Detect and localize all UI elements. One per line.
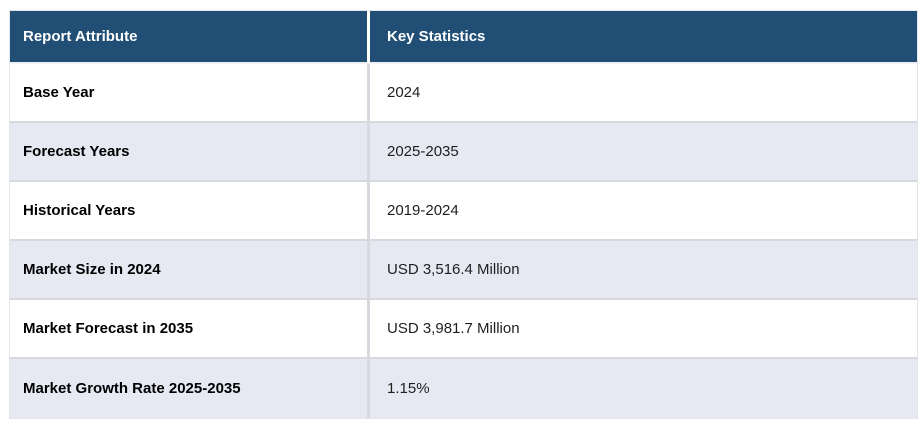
value-cell: USD 3,981.7 Million	[370, 300, 917, 359]
table-row-market-size-2024: Market Size in 2024 USD 3,516.4 Million	[10, 241, 917, 300]
column-header-report-attribute: Report Attribute	[10, 11, 370, 64]
table-row-forecast-years: Forecast Years 2025-2035	[10, 123, 917, 182]
value-cell: 1.15%	[370, 359, 917, 418]
table-row-market-forecast-2035: Market Forecast in 2035 USD 3,981.7 Mill…	[10, 300, 917, 359]
attribute-cell: Base Year	[10, 64, 370, 123]
table-row-base-year: Base Year 2024	[10, 64, 917, 123]
table-row-historical-years: Historical Years 2019-2024	[10, 182, 917, 241]
value-cell: 2019-2024	[370, 182, 917, 241]
table-body: Base Year 2024 Forecast Years 2025-2035 …	[10, 64, 917, 418]
attribute-cell: Market Forecast in 2035	[10, 300, 370, 359]
value-cell: 2025-2035	[370, 123, 917, 182]
attribute-cell: Forecast Years	[10, 123, 370, 182]
header-row: Report Attribute Key Statistics	[10, 11, 917, 64]
attribute-cell: Market Growth Rate 2025-2035	[10, 359, 370, 418]
table-row-market-growth-rate: Market Growth Rate 2025-2035 1.15%	[10, 359, 917, 418]
value-cell: USD 3,516.4 Million	[370, 241, 917, 300]
column-header-key-statistics: Key Statistics	[370, 11, 917, 64]
attribute-cell: Market Size in 2024	[10, 241, 370, 300]
report-statistics-table: Report Attribute Key Statistics Base Yea…	[9, 10, 918, 419]
table-header: Report Attribute Key Statistics	[10, 11, 917, 64]
value-cell: 2024	[370, 64, 917, 123]
attribute-cell: Historical Years	[10, 182, 370, 241]
